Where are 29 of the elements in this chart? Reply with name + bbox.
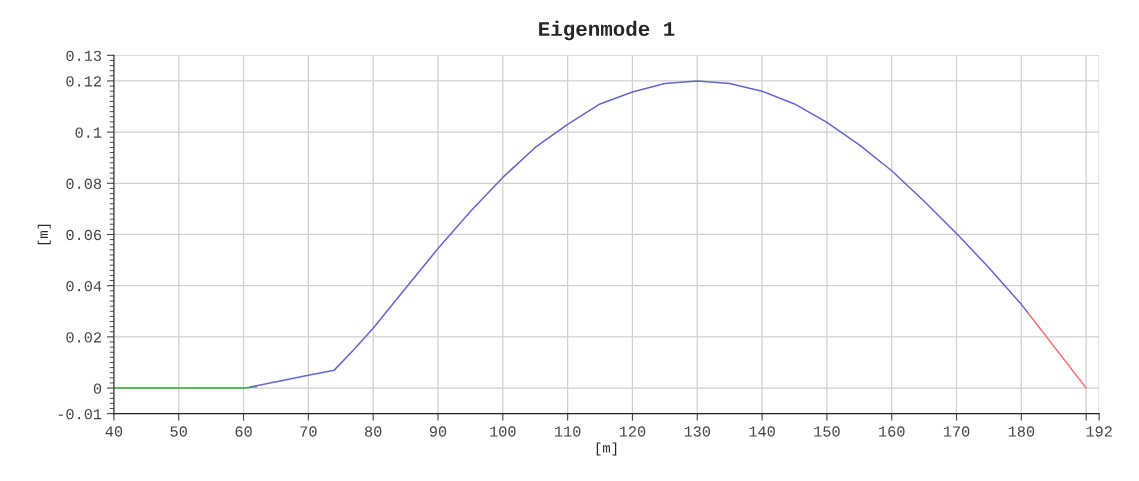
x-tick-label: 90 — [429, 426, 447, 437]
x-tick-label: 110 — [554, 426, 581, 437]
x-tick-label: 130 — [684, 426, 711, 437]
x-tick-label: 70 — [300, 426, 317, 437]
chart-title: Eigenmode 1 — [539, 20, 675, 41]
y-tick-label: 0.04 — [66, 281, 102, 292]
y-tick-label: 0.02 — [66, 332, 102, 343]
x-tick-label: 150 — [814, 426, 840, 437]
y-tick-label: 0.1 — [75, 127, 102, 138]
y-tick-label: 0.12 — [66, 76, 102, 87]
x-tick-label: 60 — [235, 426, 252, 437]
y-tick-label: -0.01 — [58, 408, 102, 420]
x-tick-label: 160 — [879, 426, 905, 437]
x-tick-label: 180 — [1008, 426, 1035, 437]
line-series — [249, 80, 1029, 388]
y-axis-title: [m] — [37, 224, 51, 245]
x-axis-title: [m] — [596, 442, 617, 456]
y-tick-label: 0.08 — [66, 178, 102, 189]
y-tick-label: 0 — [93, 383, 102, 394]
y-tick-label: 0.13 — [66, 50, 102, 61]
x-tick-label: 140 — [749, 426, 775, 437]
x-tick-label: 80 — [365, 426, 382, 437]
x-tick-label: 40 — [105, 426, 123, 437]
x-tick-label: 120 — [619, 426, 646, 437]
x-tick-label: 100 — [490, 426, 516, 437]
x-tick-label: 170 — [943, 426, 970, 437]
y-tick-label: 0.06 — [66, 229, 102, 241]
x-tick-label: 50 — [170, 426, 187, 437]
x-tick-label: 192 — [1086, 426, 1112, 437]
